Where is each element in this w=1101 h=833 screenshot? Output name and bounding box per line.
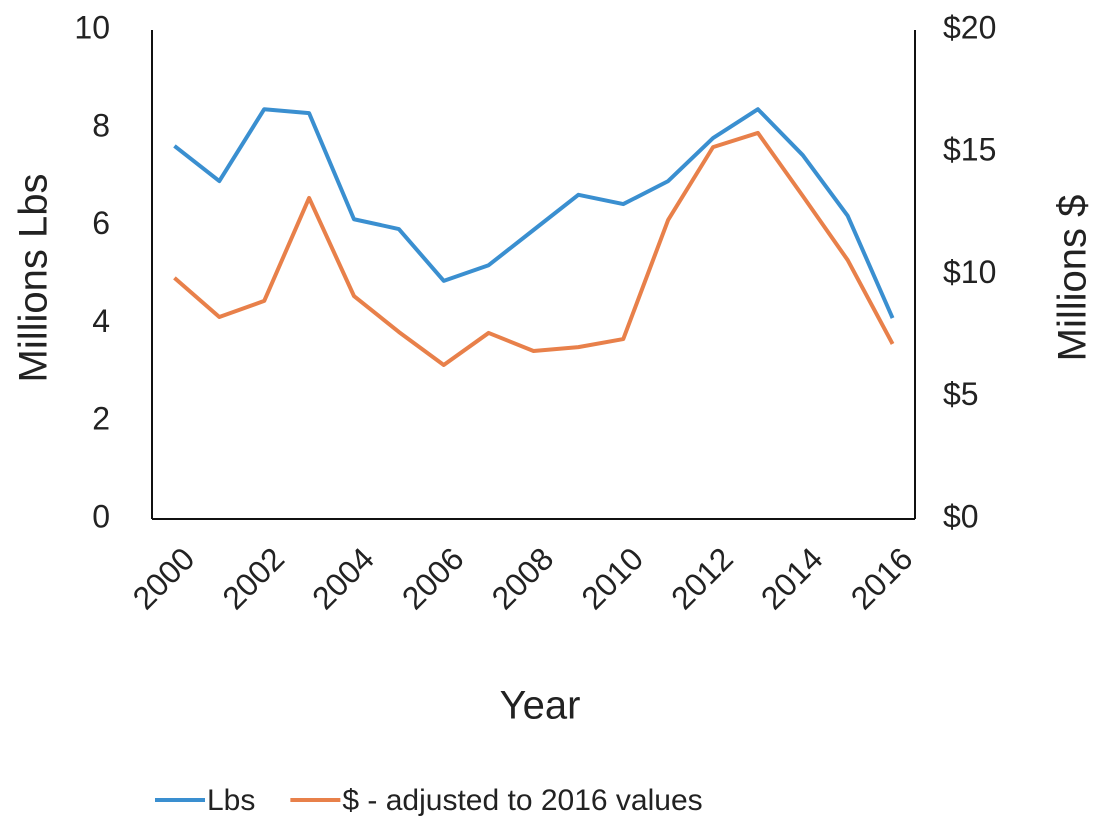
legend-label: Lbs	[207, 784, 255, 817]
y-tick-label: 8	[92, 107, 110, 143]
y2-tick-label: $0	[943, 498, 979, 534]
x-tick-label: 2016	[844, 540, 920, 616]
x-tick-label: 2014	[754, 540, 830, 616]
x-tick-label: 2000	[126, 540, 202, 616]
x-axis-title: Year	[500, 684, 581, 728]
y-tick-label: 4	[92, 303, 110, 339]
y2-tick-label: $5	[943, 376, 979, 412]
y2-tick-label: $20	[943, 9, 996, 45]
y-tick-label: 0	[92, 498, 110, 534]
x-tick-label: 2002	[215, 540, 291, 616]
x-tick-label: 2008	[485, 540, 561, 616]
y2-axis-title: Millions $	[1051, 195, 1095, 362]
y-tick-label: 6	[92, 205, 110, 241]
x-tick-label: 2006	[395, 540, 471, 616]
legend-label: $ - adjusted to 2016 values	[342, 784, 702, 817]
y2-tick-label: $15	[943, 132, 996, 168]
y-axis-title: Millions Lbs	[12, 174, 56, 383]
x-tick-label: 2010	[574, 540, 650, 616]
y2-tick-label: $10	[943, 254, 996, 290]
series-line	[173, 107, 895, 319]
y-tick-label: 10	[74, 9, 110, 45]
x-tick-label: 2004	[305, 540, 381, 616]
series-line	[173, 130, 895, 367]
y-tick-label: 2	[92, 401, 110, 437]
x-tick-label: 2012	[664, 540, 740, 616]
